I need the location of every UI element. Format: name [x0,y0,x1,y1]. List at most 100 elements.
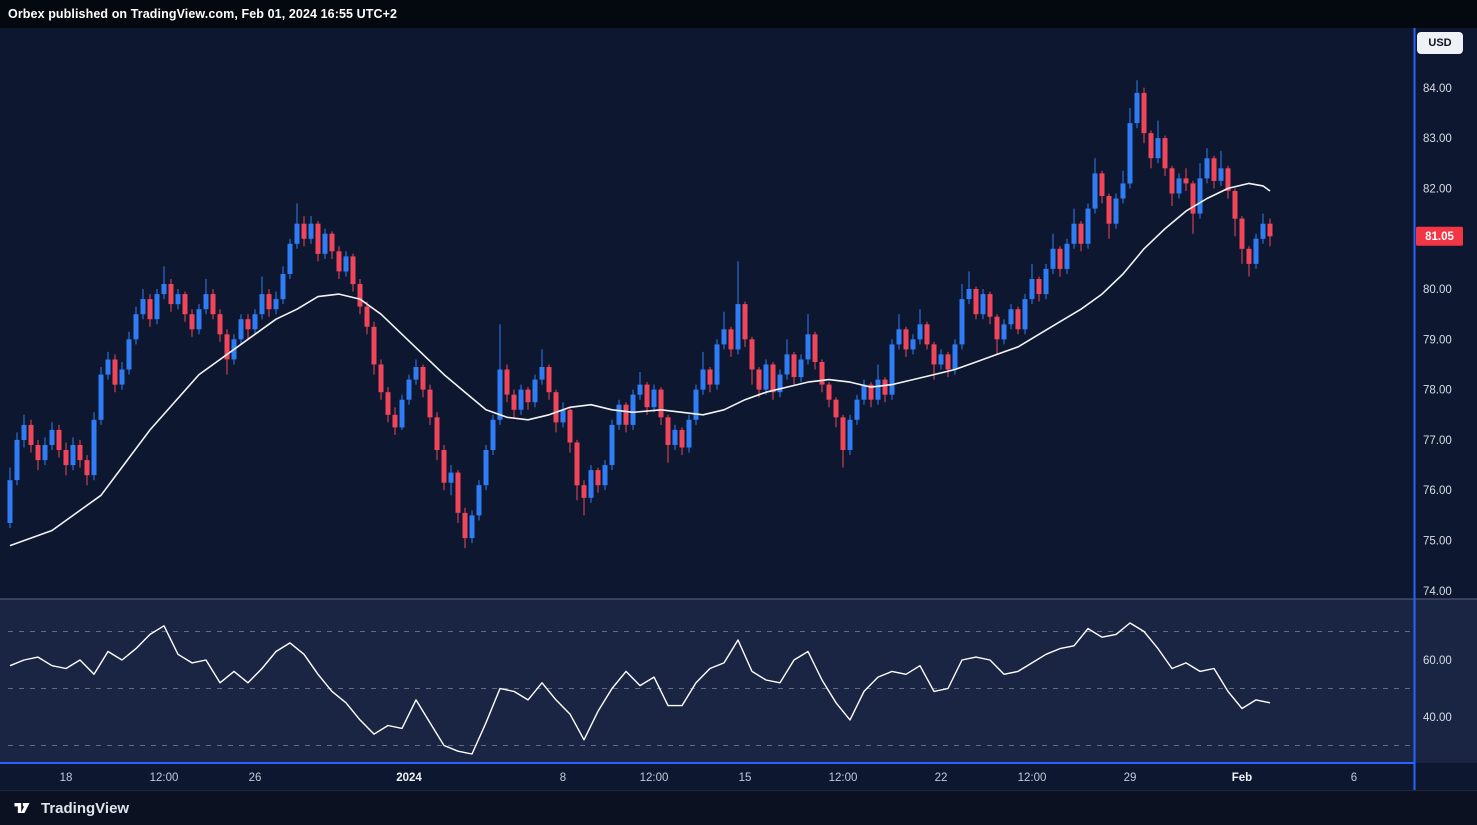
time-axis-label: 22 [935,772,948,784]
candle-body [210,294,216,315]
candle-body [238,319,244,340]
snapshot-header: Orbex published on TradingView.com, Feb … [0,0,1477,28]
candle-body [861,384,867,400]
candle-body [329,233,335,252]
candle-body [252,314,258,330]
candle-body [672,429,678,445]
price-axis-label: 79.00 [1423,334,1452,346]
candle-body [308,223,314,239]
candle-body [1120,183,1126,199]
candle-body [945,354,951,370]
time-axis-label: 8 [560,772,566,784]
time-axis-label: 12:00 [829,772,858,784]
candle-body [301,223,307,239]
price-axis-labels: 84.00 83.00 82.00 80.00 79.00 78.00 77.00 76.00… [1423,83,1452,724]
candle-body [742,304,748,340]
time-axis-label: 2024 [396,772,422,784]
candle-body [588,470,594,498]
candle-body [385,392,391,415]
candle-body [1064,243,1070,269]
candle-body [770,364,776,393]
candle-body [854,399,860,420]
candle-body [693,389,699,420]
candle-body [665,417,671,445]
candle-body [567,409,573,443]
candle-body [840,417,846,450]
candle-body [280,274,286,300]
candle-body [553,392,559,423]
candle-body [1008,309,1014,325]
candle-body [462,512,468,539]
candle-body [1071,223,1077,244]
time-axis-labels: 18 12:00 26 2024 8 12:00 15 12:00 22 12:00 29 Feb 6 [60,772,1358,784]
price-axis-label: 75.00 [1423,536,1452,548]
candle-body [1169,168,1175,194]
candle-body [637,384,643,395]
time-axis-label: 29 [1124,772,1137,784]
candle-body [56,429,62,450]
candle-body [154,294,160,320]
candle-body [1029,279,1035,300]
price-axis-label: 76.00 [1423,485,1452,497]
candle-body [84,460,90,476]
candle-body [763,364,769,390]
time-axis-label: 12:00 [150,772,179,784]
candle-body [406,379,412,400]
candle-body [532,379,538,403]
candle-body [756,369,762,390]
candle-body [973,289,979,315]
candle-body [14,439,20,481]
candle-body [1162,138,1168,169]
time-axis-label: 6 [1351,772,1357,784]
candle-body [777,374,783,393]
tradingview-brand[interactable]: TradingView [41,799,130,817]
candle-body [1127,123,1133,184]
candle-body [1253,238,1259,264]
time-axis-label: Feb [1232,772,1252,784]
candle-body [1106,196,1112,224]
candle-body [175,294,181,305]
candle-body [427,389,433,418]
candle-body [161,284,167,295]
tradingview-logo-icon [14,803,30,813]
candle-body [966,289,972,300]
candle-body [658,389,664,418]
candle-body [1015,309,1021,330]
rsi-axis-label: 40.00 [1423,712,1452,724]
candle-body [70,445,76,466]
candle-body [784,354,790,375]
candle-body [1141,92,1147,134]
candle-body [357,284,363,307]
time-axis-bg [0,763,1477,790]
candle-body [350,256,356,285]
candle-body [994,316,1000,340]
time-axis-label: 12:00 [640,772,669,784]
candle-body [805,334,811,360]
candle-body [189,314,195,330]
candle-body [196,309,202,330]
candle-body [28,424,34,445]
candle-body [203,294,209,310]
candle-body [294,223,300,244]
tradingview-logo[interactable] [12,798,32,818]
candle-body [609,424,615,466]
snapshot-footer: TradingView [0,790,1477,825]
candle-body [735,304,741,350]
currency-badge[interactable]: USD [1417,32,1463,54]
candle-body [315,223,321,254]
candle-body [924,324,930,345]
candle-body [1197,178,1203,214]
candle-body [651,389,657,408]
candle-body [959,299,965,345]
candle-body [1239,218,1245,249]
candle-body [413,367,419,380]
candle-body [476,485,482,516]
candle-body [91,419,97,476]
candle-body [1232,191,1238,219]
candle-body [42,445,48,461]
candle-body [1022,299,1028,330]
candle-body [266,294,272,310]
candle-body [245,319,251,330]
candle-body [371,326,377,365]
